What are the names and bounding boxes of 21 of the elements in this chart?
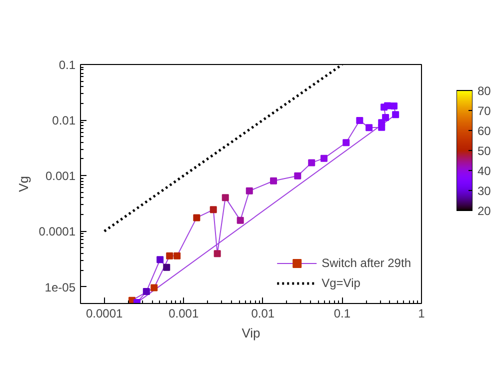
x-tick-label: 0.001: [168, 306, 199, 320]
color-bar-label: 50: [478, 144, 492, 158]
color-bar-label: 20: [478, 204, 492, 218]
color-bar-label: 60: [478, 124, 492, 138]
x-axis-title: Vip: [242, 326, 260, 340]
color-bar-label: 70: [478, 104, 492, 118]
legend-label: Switch after 29th: [322, 256, 411, 270]
y-tick-label: 1e-05: [44, 280, 76, 294]
x-tick-label: 0.1: [334, 306, 351, 320]
y-tick-label: 0.001: [45, 169, 76, 184]
color-bar-label: 40: [478, 164, 492, 178]
y-tick-label: 0.0001: [38, 224, 76, 239]
color-bar-label: 30: [478, 184, 492, 198]
x-tick-label: 1: [418, 306, 426, 320]
y-tick-label: 0.01: [52, 114, 76, 128]
x-tick-label: 0.0001: [86, 306, 124, 320]
color-bar-label: 80: [478, 84, 492, 98]
y-tick-label: 0.1: [58, 58, 76, 72]
y-axis-title: Vg: [16, 176, 31, 192]
legend-label: Vg=Vip: [322, 276, 360, 290]
x-tick-label: 0.01: [251, 306, 275, 320]
